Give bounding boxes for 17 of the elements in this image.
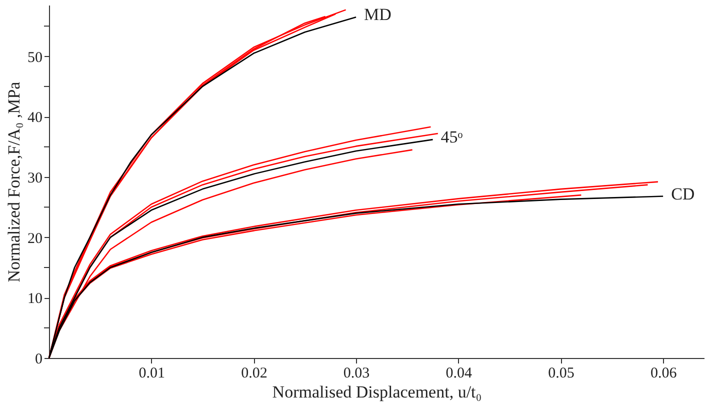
x-tick-label: 0.01 <box>138 366 165 382</box>
y-tick-label: 50 <box>28 50 42 66</box>
x-tick-label: 0.04 <box>446 366 472 382</box>
y-tick-label: 0 <box>35 352 42 368</box>
annotation: 45ᵒ <box>440 128 463 147</box>
x-tick-label: 0.03 <box>343 366 370 382</box>
x-tick-label: 0.02 <box>241 366 268 382</box>
x-tick-label: 0.05 <box>548 366 574 382</box>
x-tick-label: 0.06 <box>650 366 678 382</box>
y-tick-label: 30 <box>28 170 42 186</box>
annotation: CD <box>671 184 695 204</box>
x-axis-title: Normalised Displacement, u/t₀ <box>272 382 482 402</box>
y-tick-label: 10 <box>28 291 42 308</box>
y-tick-label: 20 <box>28 230 42 247</box>
y-tick-label: 40 <box>28 110 42 126</box>
y-axis-title: Normalized Force,F/A₀ ,MPa <box>4 81 24 282</box>
annotation: MD <box>364 5 392 24</box>
